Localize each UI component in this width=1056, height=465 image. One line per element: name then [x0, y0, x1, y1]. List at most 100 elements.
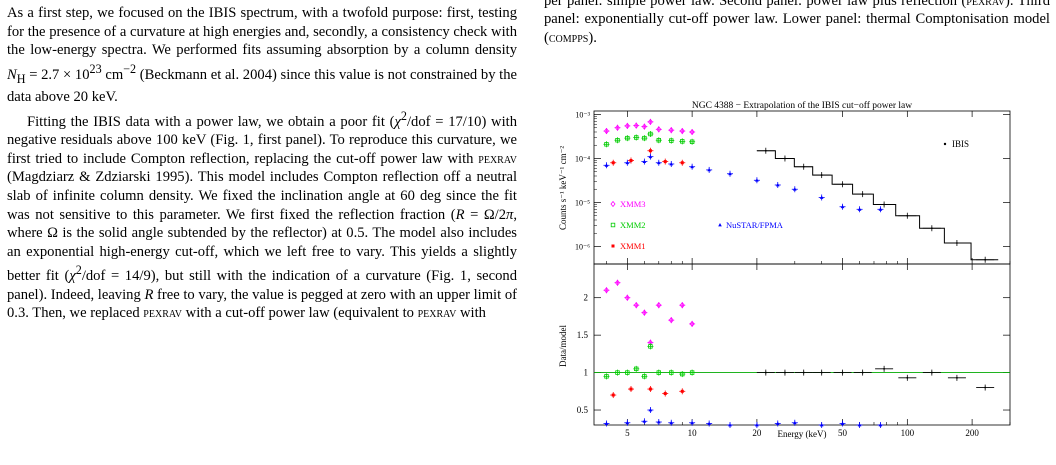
bottom-xmm3-point	[641, 309, 647, 316]
bottom-y-axis-label: Data/model	[558, 325, 568, 367]
figure-title: NGC 4388 − Extrapolation of the IBIS cut…	[692, 100, 912, 111]
top-xmm2-point	[642, 135, 647, 141]
bottom-nustar-point	[625, 420, 630, 425]
top-xmm1-point	[629, 158, 633, 162]
x-tick-label: 200	[965, 428, 979, 438]
top-xmm1-point	[611, 161, 615, 165]
top-nustar-point	[625, 160, 630, 165]
left-text-column: As a first step, we focused on the IBIS …	[7, 4, 517, 445]
top-nustar-point	[604, 163, 609, 167]
top-nustar-point	[878, 207, 883, 211]
top-y-axis-label: Counts s⁻¹ keV⁻¹ cm⁻²	[558, 146, 568, 230]
bottom-nustar-point	[755, 423, 759, 427]
bottom-y-tick-label: 2	[584, 293, 589, 303]
top-nustar-point	[775, 182, 780, 187]
paragraph-1: As a first step, we focused on the IBIS …	[7, 5, 517, 106]
top-xmm3-point	[603, 127, 609, 135]
top-ibis-point	[906, 214, 909, 217]
top-xmm2-point	[669, 138, 674, 143]
top-panel-frame	[593, 110, 1011, 265]
legend-xmm2: XMM2	[620, 220, 646, 230]
top-nustar-point	[690, 164, 694, 169]
top-ibis-point	[883, 203, 886, 206]
x-tick-label: 20	[752, 428, 762, 438]
top-xmm3-point	[614, 124, 621, 131]
axis-ticks	[594, 111, 1011, 425]
bottom-nustar-point	[878, 423, 883, 427]
bottom-ibis-point	[984, 386, 987, 389]
bottom-nustar-point	[775, 421, 780, 425]
top-xmm2-point	[656, 138, 661, 143]
bottom-xmm3-point	[689, 320, 695, 328]
top-nustar-point	[755, 178, 759, 182]
paragraph-2: Fitting the IBIS data with a power law, …	[7, 108, 517, 322]
bottom-nustar-point	[669, 420, 674, 425]
bottom-xmm2-point	[669, 370, 674, 375]
top-nustar-point	[707, 167, 711, 172]
top-xmm3-point	[624, 122, 630, 130]
top-xmm3-point	[679, 127, 685, 135]
spectrum-figure: NGC 4388 − Extrapolation of the IBIS cut…	[558, 100, 1011, 439]
top-xmm2-point	[615, 138, 620, 143]
x-tick-label: 10	[688, 428, 698, 438]
bottom-nustar-point	[819, 423, 824, 427]
bottom-ibis-point	[906, 376, 909, 379]
top-xmm3-point	[656, 126, 662, 133]
bottom-nustar-point	[604, 421, 609, 425]
bottom-nustar-point	[840, 421, 845, 425]
bottom-xmm2-point	[604, 374, 609, 379]
top-nustar-point	[728, 171, 732, 176]
bottom-xmm3-point	[679, 302, 685, 309]
bottom-nustar-point	[792, 420, 797, 425]
legend-ibis-marker	[943, 142, 947, 146]
bottom-ibis-point	[930, 371, 933, 374]
bottom-panel	[593, 263, 1011, 426]
top-xmm2-point	[648, 131, 653, 137]
bottom-ibis-point	[820, 371, 823, 374]
legend-nustar-marker	[718, 223, 722, 227]
top-xmm1-point	[648, 149, 652, 153]
bottom-xmm1-point	[629, 387, 633, 391]
bottom-nustar-point	[707, 421, 711, 425]
bottom-xmm3-point	[633, 302, 639, 309]
bottom-xmm2-point	[680, 371, 685, 377]
bottom-xmm3-point	[614, 279, 621, 286]
top-y-tick-label: 10⁻⁶	[575, 242, 590, 251]
x-tick-label: 100	[901, 428, 915, 438]
bottom-ibis-point	[861, 371, 864, 374]
bottom-xmm2-point	[648, 344, 653, 349]
top-xmm3-point	[668, 127, 674, 134]
legend-xmm3: XMM3	[620, 199, 646, 209]
bottom-xmm1-point	[680, 389, 684, 393]
bottom-xmm3-point	[624, 294, 630, 301]
bottom-panel-frame	[593, 263, 1011, 426]
top-nustar-point	[642, 159, 647, 163]
legend-xmm1: XMM1	[620, 241, 646, 251]
left-text-clip: As a first step, we focused on the IBIS …	[7, 4, 517, 445]
top-xmm3-point	[647, 118, 653, 125]
bottom-xmm1-point	[663, 392, 667, 396]
top-y-tick-label: 10⁻⁴	[575, 154, 590, 163]
bottom-nustar-point	[648, 408, 653, 412]
bottom-xmm3-point	[668, 317, 674, 324]
top-y-tick-label: 10⁻³	[575, 110, 590, 119]
bottom-y-tick-label: 0.5	[577, 405, 589, 415]
bottom-ibis-point	[883, 367, 886, 370]
bottom-xmm2-point	[656, 370, 661, 375]
legend-xmm2-marker	[610, 222, 616, 228]
top-xmm2-point	[689, 139, 695, 144]
bottom-xmm1-point	[611, 393, 615, 397]
top-xmm3-point	[689, 128, 695, 136]
top-nustar-point	[857, 207, 862, 211]
top-xmm1-point	[680, 161, 684, 165]
bottom-ibis-point	[802, 371, 805, 374]
top-ibis-point	[802, 165, 805, 168]
top-ibis-point	[841, 183, 844, 186]
axis-tick-labels: 5 10 20 50 100 200 10⁻³ 10⁻⁴ 10⁻⁵ 10⁻⁶ 2 1.5 1 0.5	[575, 110, 979, 438]
top-xmm2-point	[634, 135, 639, 140]
bottom-xmm2-point	[615, 370, 620, 375]
bottom-xmm2-point	[634, 366, 639, 372]
top-ibis-point	[984, 258, 987, 261]
bottom-xmm3-point	[603, 287, 609, 294]
bottom-ibis-point	[784, 371, 786, 374]
